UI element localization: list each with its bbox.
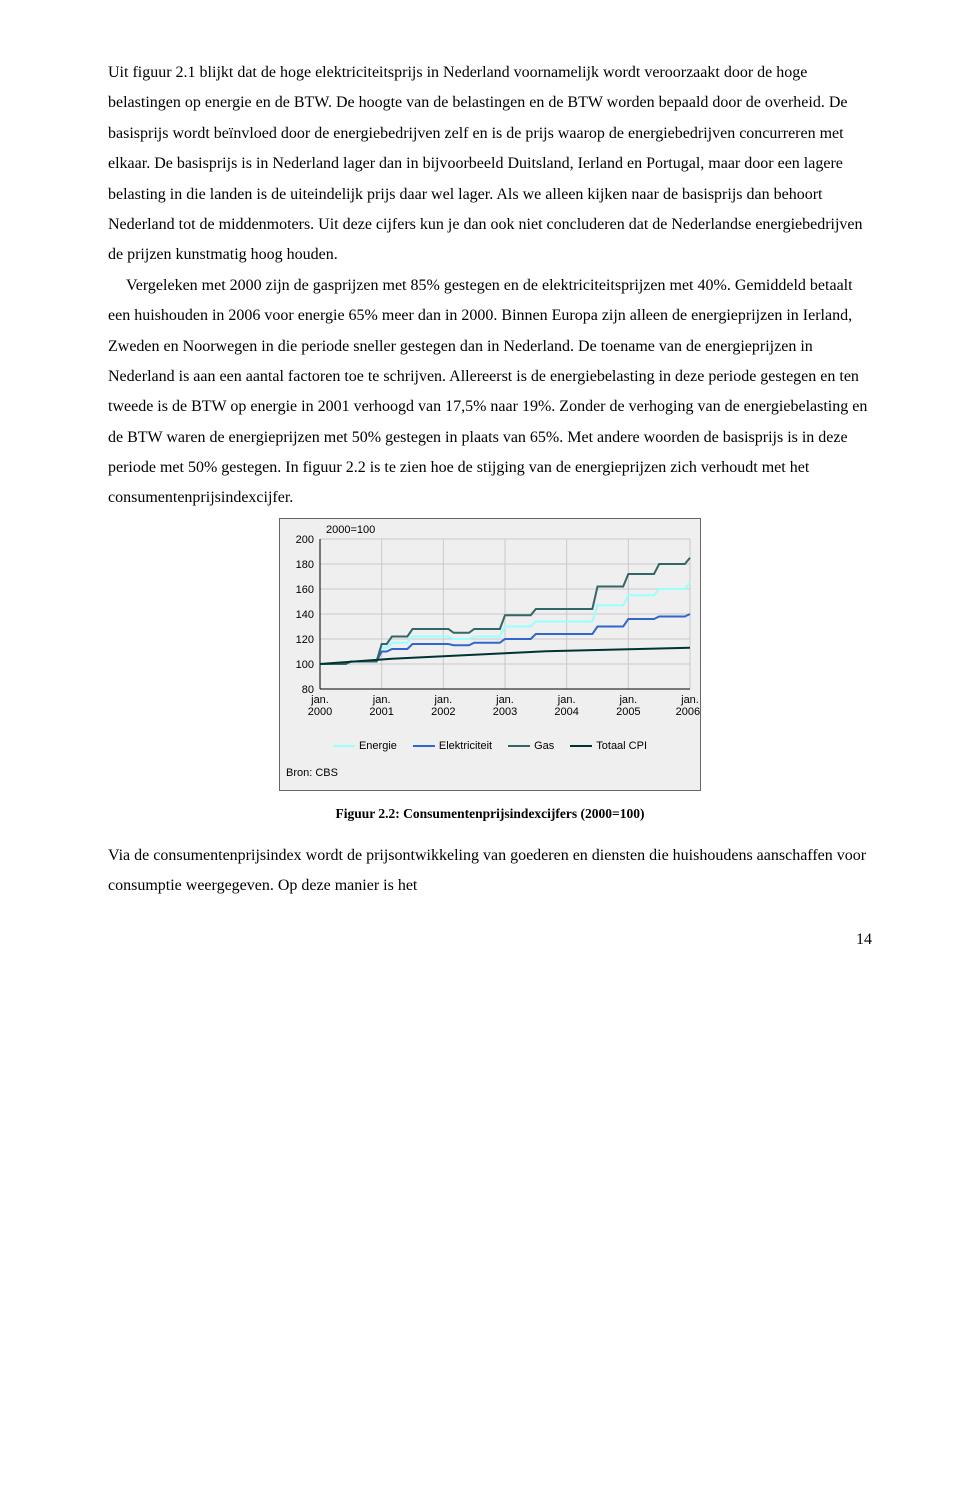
- legend-swatch: [508, 745, 530, 747]
- legend-label: Totaal CPI: [596, 740, 647, 752]
- chart-legend: Energie Elektriciteit Gas Totaal CPI: [280, 730, 700, 761]
- svg-text:2003: 2003: [493, 706, 517, 718]
- svg-text:2001: 2001: [369, 706, 393, 718]
- body-paragraph-3: Via de consumentenprijsindex wordt de pr…: [108, 841, 872, 902]
- chart-source: Bron: CBS: [280, 761, 700, 790]
- legend-item: Energie: [333, 736, 397, 757]
- chart-plot: 80100120140160180200jan.2000jan.2001jan.…: [280, 519, 700, 719]
- svg-text:160: 160: [296, 584, 314, 596]
- legend-label: Energie: [359, 740, 397, 752]
- legend-item: Totaal CPI: [570, 736, 647, 757]
- legend-swatch: [333, 745, 355, 747]
- svg-text:jan.: jan.: [618, 694, 637, 706]
- legend-item: Gas: [508, 736, 554, 757]
- line-chart: 80100120140160180200jan.2000jan.2001jan.…: [279, 518, 701, 791]
- svg-text:180: 180: [296, 559, 314, 571]
- chart-caption: Figuur 2.2: Consumentenprijsindexcijfers…: [279, 801, 701, 827]
- svg-text:2000=100: 2000=100: [326, 524, 375, 536]
- legend-swatch: [413, 745, 435, 747]
- svg-text:jan.: jan.: [433, 694, 452, 706]
- svg-text:jan.: jan.: [310, 694, 329, 706]
- legend-label: Gas: [534, 740, 554, 752]
- svg-text:2005: 2005: [616, 706, 640, 718]
- svg-text:2006*: 2006*: [676, 706, 700, 718]
- body-paragraph-2: Vergeleken met 2000 zijn de gasprijzen m…: [108, 271, 872, 514]
- svg-text:jan.: jan.: [680, 694, 699, 706]
- legend-swatch: [570, 745, 592, 747]
- svg-text:jan.: jan.: [557, 694, 576, 706]
- page-number: 14: [108, 925, 872, 955]
- svg-text:2000: 2000: [308, 706, 332, 718]
- svg-text:2002: 2002: [431, 706, 455, 718]
- body-paragraph-1: Uit figuur 2.1 blijkt dat de hoge elektr…: [108, 58, 872, 271]
- svg-text:200: 200: [296, 534, 314, 546]
- svg-text:2004: 2004: [554, 706, 578, 718]
- svg-text:120: 120: [296, 634, 314, 646]
- svg-text:jan.: jan.: [495, 694, 514, 706]
- svg-text:jan.: jan.: [372, 694, 391, 706]
- legend-item: Elektriciteit: [413, 736, 492, 757]
- svg-text:140: 140: [296, 609, 314, 621]
- chart-container: 80100120140160180200jan.2000jan.2001jan.…: [108, 518, 872, 827]
- svg-text:100: 100: [296, 659, 314, 671]
- legend-label: Elektriciteit: [439, 740, 492, 752]
